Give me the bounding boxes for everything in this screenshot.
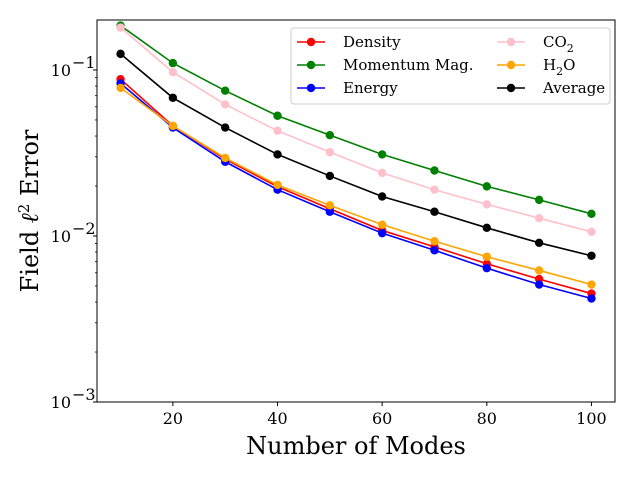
legend-item: Momentum Mag.	[297, 56, 474, 74]
data-point	[377, 192, 387, 201]
legend-label: Momentum Mag.	[343, 56, 474, 74]
legend-swatch-marker	[506, 83, 516, 93]
data-point	[325, 201, 335, 210]
y-tick-label: 10	[51, 393, 71, 412]
y-axis-title-prefix: Field	[16, 223, 44, 292]
legend-item: CO2	[497, 33, 574, 55]
data-point	[587, 227, 596, 236]
data-point	[377, 150, 387, 159]
data-point	[587, 251, 596, 260]
legend-item: Energy	[297, 79, 398, 97]
y-axis-title-ell: ℓ	[16, 213, 44, 223]
legend-swatch-marker	[306, 83, 316, 93]
legend-swatch-marker	[306, 60, 316, 70]
y-axis-title-sup: 2	[15, 204, 33, 214]
data-point	[482, 182, 492, 191]
plot-frame	[96, 19, 616, 403]
data-point	[116, 49, 125, 59]
data-point	[220, 86, 230, 95]
data-point	[168, 93, 178, 102]
data-point	[273, 111, 282, 120]
data-point	[325, 130, 335, 140]
legend-label: CO2	[543, 33, 574, 55]
data-point	[273, 180, 282, 190]
series-3	[116, 23, 596, 236]
x-axis-title: Number of Modes	[246, 432, 466, 460]
data-point	[587, 209, 596, 219]
x-tick-label: 60	[372, 409, 392, 428]
data-point	[377, 228, 387, 238]
data-point	[430, 246, 439, 255]
y-tick-label-exponent: −1	[72, 53, 96, 72]
data-point	[430, 185, 439, 194]
data-point	[377, 168, 387, 178]
data-point	[534, 266, 544, 275]
x-tick-label: 100	[576, 409, 607, 428]
series-line	[120, 26, 592, 233]
data-point	[273, 126, 282, 136]
data-point	[534, 280, 544, 289]
data-point	[534, 195, 544, 205]
legend-swatch-marker	[506, 37, 516, 47]
legend-swatch-marker	[306, 37, 316, 47]
plot-marks	[116, 21, 596, 303]
data-point	[116, 83, 125, 93]
series-5	[116, 49, 596, 260]
data-point	[534, 213, 544, 223]
legend-item: Density	[297, 33, 401, 51]
series-1	[116, 21, 596, 219]
y-tick-label: 10	[51, 61, 71, 80]
legend-swatch-marker	[506, 60, 516, 70]
x-axis-ticks: 20 40 60 80 100	[163, 402, 607, 428]
data-point	[220, 123, 230, 132]
data-point	[168, 121, 178, 131]
legend-label: Average	[542, 79, 605, 97]
legend-label: H2O	[543, 56, 575, 78]
legend-label: Density	[343, 33, 401, 51]
data-point	[430, 237, 439, 246]
series-line	[120, 53, 592, 257]
data-point	[325, 147, 335, 157]
data-point	[325, 207, 335, 216]
data-point	[534, 238, 544, 247]
series-line	[120, 24, 592, 215]
x-tick-label: 20	[163, 409, 183, 428]
data-point	[430, 166, 439, 175]
y-tick-label-exponent: −3	[72, 385, 96, 404]
data-point	[116, 23, 125, 32]
data-point	[587, 294, 596, 303]
data-point	[168, 67, 178, 77]
legend-item: H2O	[497, 56, 575, 78]
y-axis-title: Field ℓ2 Error	[15, 129, 44, 292]
y-tick-label-exponent: −2	[72, 219, 96, 238]
x-tick-label: 40	[267, 409, 287, 428]
data-point	[482, 263, 492, 273]
data-point	[377, 220, 387, 229]
data-point	[482, 252, 492, 261]
y-axis-ticks: 10−310−210−1	[51, 53, 97, 412]
data-point	[430, 207, 439, 216]
y-axis-title-suffix: Error	[16, 129, 44, 204]
series-line	[120, 82, 592, 300]
series-4	[116, 83, 596, 289]
legend-box	[290, 27, 611, 105]
data-point	[220, 100, 230, 109]
y-tick-label: 10	[51, 227, 71, 246]
legend-label: Energy	[343, 79, 398, 97]
data-point	[220, 153, 230, 163]
data-point	[587, 280, 596, 289]
data-point	[325, 171, 335, 181]
data-point	[273, 150, 282, 159]
legend-item: Average	[497, 79, 605, 97]
data-point	[168, 58, 178, 68]
x-tick-label: 80	[477, 409, 497, 428]
data-point	[482, 223, 492, 233]
series-line	[120, 87, 592, 286]
data-point	[482, 200, 492, 209]
series-2	[116, 79, 596, 303]
